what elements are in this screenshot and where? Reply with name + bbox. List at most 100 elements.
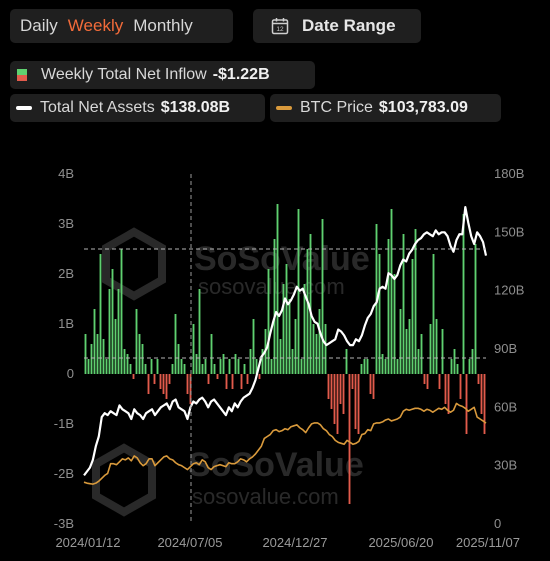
tab-weekly[interactable]: Weekly (67, 16, 124, 35)
inflow-bar (336, 374, 339, 434)
inflow-bar (93, 309, 96, 374)
x-tick-label: 2024/01/12 (55, 535, 120, 550)
inflow-bar (453, 349, 456, 374)
inflow-bar (270, 359, 273, 374)
inflow-bar (288, 299, 291, 374)
y-right-tick-label: 0 (494, 516, 501, 531)
inflow-bar (447, 374, 450, 414)
inflow-bar (231, 374, 234, 389)
inflow-bar (90, 344, 93, 374)
inflow-bar (225, 374, 228, 389)
inflow-bar (348, 374, 351, 504)
inflow-bar (324, 324, 327, 374)
inflow-bar (117, 289, 120, 374)
inflow-bar (432, 254, 435, 374)
inflow-bar (423, 374, 426, 384)
inflow-bar (234, 354, 237, 374)
inflow-bar (357, 374, 360, 434)
calendar-day: 12 (276, 26, 284, 33)
inflow-bar (426, 374, 429, 389)
y-left-tick-label: 3B (58, 216, 74, 231)
inflow-bar (165, 374, 168, 399)
inflow-bar (459, 374, 462, 399)
legend-assets[interactable]: Total Net Assets $138.08B (10, 94, 265, 122)
y-left-tick-label: 2B (58, 266, 74, 281)
x-tick-label: 2024/12/27 (262, 535, 327, 550)
inflow-bar (435, 319, 438, 374)
legend-inflow[interactable]: Weekly Total Net Inflow -$1.22B (10, 61, 315, 89)
y-left-tick-label: 0 (67, 366, 74, 381)
inflow-bar (129, 364, 132, 374)
inflow-bar (180, 359, 183, 374)
inflow-bar (285, 264, 288, 374)
watermark-logo-bottom: SoSoValue sosovalue.com (92, 443, 364, 517)
inflow-bar (273, 239, 276, 374)
inflow-bar (183, 364, 186, 374)
calendar-icon: 12 (271, 18, 289, 35)
y-left-tick-label: -2B (54, 466, 74, 481)
inflow-bar (159, 374, 162, 389)
inflow-bar (420, 334, 423, 374)
inflow-bar (414, 229, 417, 374)
legend-assets-label: Total Net Assets (40, 99, 155, 116)
inflow-bar (471, 349, 474, 374)
inflow-swatch-icon (17, 69, 27, 81)
inflow-bar (192, 324, 195, 374)
watermark-logo-text-top: SoSoValue (194, 240, 370, 278)
inflow-bar (198, 289, 201, 374)
btc-line-swatch-icon (276, 106, 292, 110)
inflow-bar (210, 334, 213, 374)
y-right-tick-label: 150B (494, 224, 524, 239)
inflow-bar (372, 374, 375, 399)
inflow-bar (243, 364, 246, 374)
inflow-bar (201, 364, 204, 374)
inflow-bar (393, 274, 396, 374)
inflow-bar (465, 374, 468, 434)
inflow-bar (120, 249, 123, 374)
legend-btc[interactable]: BTC Price $103,783.09 (270, 94, 501, 122)
inflow-bar (216, 374, 219, 379)
inflow-bar (153, 374, 156, 384)
inflow-bar (387, 239, 390, 374)
y-right-tick-label: 180B (494, 166, 524, 181)
total-net-assets-line (83, 205, 488, 477)
inflow-bar (255, 359, 258, 374)
inflow-bar (345, 349, 348, 374)
inflow-bar (297, 209, 300, 374)
inflow-bar (351, 374, 354, 389)
inflow-bar (444, 374, 447, 404)
inflow-bar (96, 334, 99, 374)
btc-price-line (83, 402, 487, 485)
inflow-bar (111, 269, 114, 374)
inflow-bar (102, 339, 105, 374)
inflow-bar (438, 374, 441, 389)
inflow-bar (468, 359, 471, 374)
inflow-bar (267, 269, 270, 374)
inflow-bar (135, 309, 138, 374)
inflow-bar (186, 374, 189, 394)
inflow-bar (126, 354, 129, 374)
inflow-bar (483, 374, 486, 434)
inflow-bar (219, 359, 222, 374)
tab-daily[interactable]: Daily (20, 16, 58, 35)
legend-assets-value: $138.08B (160, 99, 231, 116)
legend-inflow-label: Weekly Total Net Inflow (41, 66, 207, 83)
inflow-bar (279, 339, 282, 374)
inflow-bar (378, 254, 381, 374)
inflow-bar (369, 374, 372, 394)
inflow-bar (195, 354, 198, 374)
tab-monthly[interactable]: Monthly (133, 16, 193, 35)
inflow-bar (417, 349, 420, 374)
y-right-tick-label: 60B (494, 399, 517, 414)
inflow-bar (462, 214, 465, 374)
date-range-button[interactable]: 12 Date Range (253, 9, 421, 43)
inflow-bar (222, 354, 225, 374)
inflow-bar (141, 344, 144, 374)
inflow-bar (309, 234, 312, 374)
inflow-bar (177, 344, 180, 374)
y-right-tick-label: 120B (494, 283, 524, 298)
crosshair-group: 2024/01/12 2024/07/05 2024/12/27 2025/06/20… (55, 174, 520, 550)
inflow-bar (249, 349, 252, 374)
inflow-bar (207, 374, 210, 384)
